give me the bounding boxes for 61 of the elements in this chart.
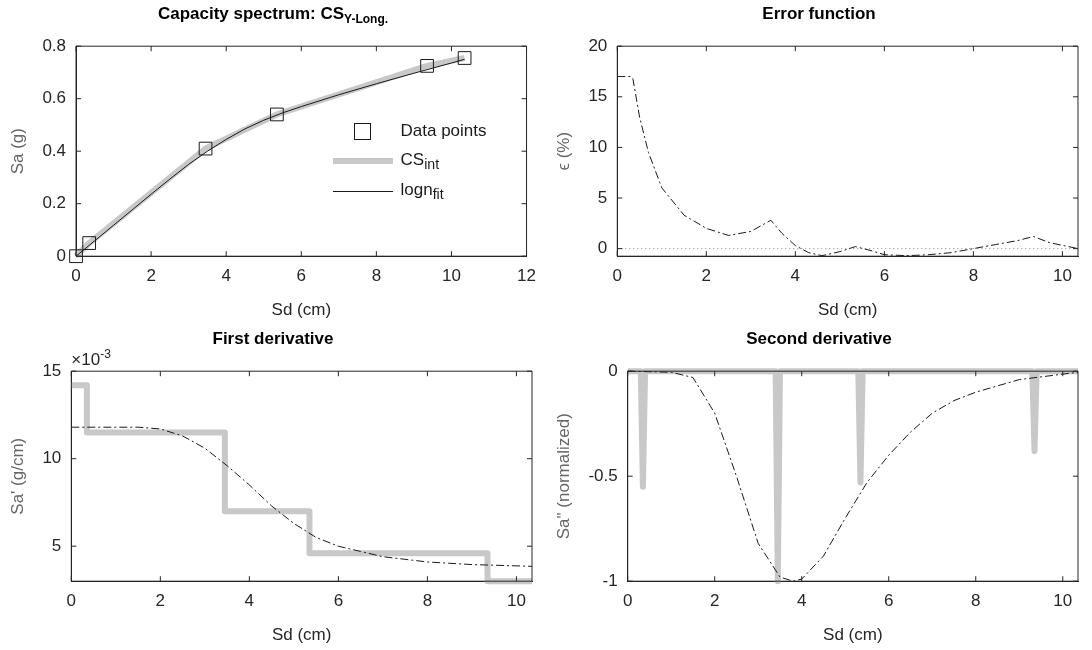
point (82, 236, 97, 250)
x-tick-label: 8 (422, 591, 433, 611)
y-tick-label: -1 (602, 570, 618, 590)
chart-title: First derivative (211, 329, 335, 349)
text: ×10$^{-3}$ (71, 347, 111, 370)
x-tick-label: 10 (506, 591, 526, 611)
x-tick-label: 10 (1053, 591, 1073, 611)
x-tick-label: 4 (796, 591, 807, 611)
x-tick-label: 12 (517, 266, 537, 286)
y-tick-label: 0 (608, 360, 618, 380)
y-tick-label: 5 (597, 187, 608, 207)
x-axis-title: Sd (cm) (271, 300, 332, 320)
x-axis-title: Sd (cm) (823, 625, 883, 645)
x-tick-label: 2 (146, 266, 156, 286)
chart-title: Second derivative (745, 329, 893, 349)
x-tick-label: 0 (622, 591, 633, 611)
point (270, 107, 284, 122)
y-tick-label: 15 (588, 86, 608, 106)
y-tick-label: 0 (56, 245, 67, 265)
x-axis-title: Sd (cm) (271, 625, 332, 645)
y-tick-label: 20 (588, 35, 608, 55)
point (198, 141, 213, 156)
legend-label: Data points (400, 121, 487, 142)
x-tick-label: 8 (371, 266, 382, 286)
x-tick-label: 6 (333, 591, 344, 611)
x-tick-label: 4 (221, 266, 231, 286)
y-tick-label: 0.8 (42, 35, 67, 55)
chart-title: Error function (761, 4, 877, 24)
y-axis-title: Sa" (normalized) (553, 413, 573, 540)
y-tick-label: 0 (597, 238, 608, 258)
x-tick-label: 0 (71, 266, 81, 286)
y-tick-label: -0.5 (588, 465, 618, 485)
y-axis-title: ϵ (%) (553, 131, 573, 171)
y-axis-title: Sa (g) (7, 128, 27, 175)
legend-label: CS$_{int}$ (400, 149, 440, 173)
y-tick-label: 0.2 (42, 193, 67, 213)
point (457, 51, 472, 65)
y-tick-label: 15 (42, 360, 62, 380)
x-tick-label: 2 (701, 266, 712, 286)
x-axis-title: Sd (cm) (817, 300, 878, 320)
y-tick-label: 0.6 (42, 88, 67, 108)
chart-title: Capacity spectrum: CS$_{Y-Long.}$ (156, 4, 390, 27)
y-tick-label: 10 (42, 448, 62, 468)
point (420, 59, 434, 73)
x-tick-label: 8 (971, 591, 981, 611)
y-tick-label: 10 (588, 137, 608, 157)
y-tick-label: 5 (51, 535, 62, 555)
x-tick-label: 6 (884, 591, 894, 611)
x-tick-label: 2 (709, 591, 720, 611)
x-tick-label: 6 (879, 266, 890, 286)
x-tick-label: 8 (968, 266, 979, 286)
x-tick-label: 10 (442, 266, 461, 286)
x-tick-label: 6 (296, 266, 307, 286)
x-tick-label: 2 (155, 591, 166, 611)
x-tick-label: 4 (244, 591, 255, 611)
legend-label: logn$_{fit}$ (400, 179, 444, 203)
point (69, 249, 83, 264)
x-tick-label: 4 (790, 266, 801, 286)
x-tick-label: 10 (1052, 266, 1072, 286)
y-tick-label: 0.4 (42, 140, 67, 160)
y-axis-title: Sa' (g/cm) (7, 437, 27, 515)
